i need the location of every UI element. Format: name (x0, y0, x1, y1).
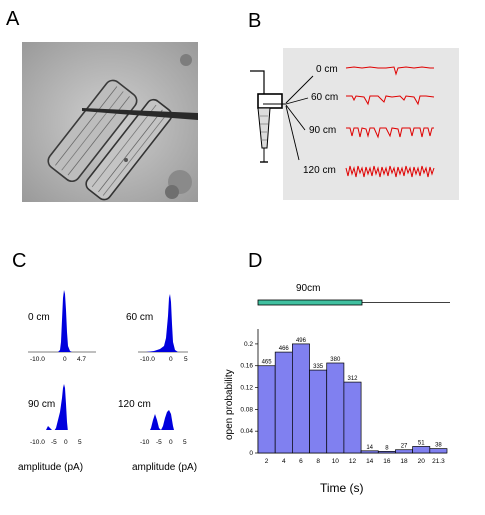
x-tick-label: 16 (383, 458, 391, 465)
pipette-schematic (250, 70, 286, 163)
x-tick-label: 10 (332, 458, 340, 465)
x-tick-label: 12 (349, 458, 357, 465)
y-tick-label: 0.2 (244, 341, 253, 348)
trace-120cm (345, 165, 435, 178)
bar-data-label: 335 (313, 364, 324, 370)
bar-data-label: 8 (385, 445, 389, 451)
open-probability-chart: 0 0.04 0.08 0.12 0.16 0.2 465 2 466 4 496 6 335 8 380 1… (240, 329, 448, 465)
x-tick-label: 20 (418, 458, 426, 465)
histogram-label-60cm: 60 cm (126, 312, 154, 323)
x-tick-label: 14 (366, 458, 374, 465)
stimulus-bar (257, 299, 450, 306)
y-tick-label: 0.12 (240, 385, 253, 392)
bar (412, 446, 431, 454)
y-tick-label: 0.04 (240, 428, 253, 435)
bar (309, 369, 328, 454)
tick-90cm-left: -10.0 (30, 439, 45, 446)
cell-lower (85, 98, 173, 201)
histogram-label-120cm: 120 cm (118, 399, 151, 410)
histogram-0cm (28, 290, 96, 353)
histogram-label-90cm: 90 cm (28, 399, 56, 410)
x-tick-label: 18 (400, 458, 408, 465)
tick-120cm-mid: -5 (156, 439, 162, 446)
tick-120cm-right: 5 (183, 439, 187, 446)
tick-60cm-zero: 0 (169, 356, 173, 363)
bar-data-label: 14 (366, 445, 373, 451)
bar (257, 365, 276, 454)
trace-0cm (345, 66, 434, 76)
y-tick-label: 0.16 (240, 363, 253, 370)
histogram-90cm (46, 384, 68, 430)
x-tick-label: 4 (282, 458, 286, 465)
current-traces (345, 66, 435, 178)
amplitude-histograms (28, 290, 188, 430)
bar-data-label: 496 (296, 338, 307, 344)
x-tick-label: 6 (299, 458, 303, 465)
tick-90cm-mid: -5 (51, 439, 57, 446)
tick-120cm-zero: 0 (169, 439, 173, 446)
tick-0cm-zero: 0 (63, 356, 67, 363)
bar (343, 381, 362, 454)
tick-90cm-zero: 0 (64, 439, 68, 446)
panel-letter-c: C (12, 250, 27, 272)
histogram-label-0cm: 0 cm (28, 312, 50, 323)
traces-box (283, 48, 459, 200)
bar-data-label: 312 (347, 376, 358, 382)
trace-60cm (346, 95, 435, 106)
trace-label-90cm: 90 cm (309, 125, 337, 136)
x-tick-label: 2 (265, 458, 269, 465)
bar-data-label: 27 (401, 444, 408, 450)
bar (395, 449, 413, 454)
histogram-60cm (138, 294, 188, 353)
tick-0cm-left: -10.0 (30, 356, 45, 363)
cell-upper (47, 79, 138, 183)
pipette (82, 108, 198, 120)
amplitude-xlabel-right: amplitude (pA) (132, 462, 198, 473)
bar-data-label: 465 (262, 360, 273, 366)
bar (292, 343, 310, 454)
bar-data-label: 51 (418, 440, 425, 446)
trace-label-60cm: 60 cm (311, 92, 339, 103)
panel-letter-b: B (248, 10, 262, 32)
bar (360, 450, 379, 454)
x-axis-label: Time (s) (320, 481, 364, 495)
panel-letter-a: A (6, 8, 20, 30)
histogram-120cm (150, 410, 174, 430)
panel-letter-d: D (248, 250, 263, 272)
tick-60cm-left: -10.0 (140, 356, 155, 363)
y-axis-label: open probability (224, 369, 235, 440)
x-tick-label: 8 (316, 458, 320, 465)
tick-60cm-right: 5 (184, 356, 188, 363)
bar (274, 351, 293, 454)
y-tick-label: 0.08 (240, 406, 253, 413)
trace-90cm (346, 127, 434, 139)
bar (326, 362, 345, 454)
trace-label-0cm: 0 cm (316, 64, 338, 75)
tick-120cm-left: -10 (140, 439, 150, 446)
tick-0cm-right: 4.7 (77, 356, 87, 363)
bar-data-label: 38 (435, 443, 442, 449)
y-tick-label: 0 (249, 450, 253, 457)
stimulus-label: 90cm (296, 283, 321, 294)
amplitude-xlabel-left: amplitude (pA) (18, 462, 84, 473)
bar-data-label: 380 (330, 357, 341, 363)
bar (429, 448, 448, 454)
bar-data-label: 466 (279, 346, 290, 352)
trace-label-120cm: 120 cm (303, 165, 336, 176)
bar (377, 451, 396, 454)
tick-90cm-right: 5 (78, 439, 82, 446)
x-tick-label: 21.3 (432, 458, 445, 465)
micrograph-image (22, 42, 198, 202)
